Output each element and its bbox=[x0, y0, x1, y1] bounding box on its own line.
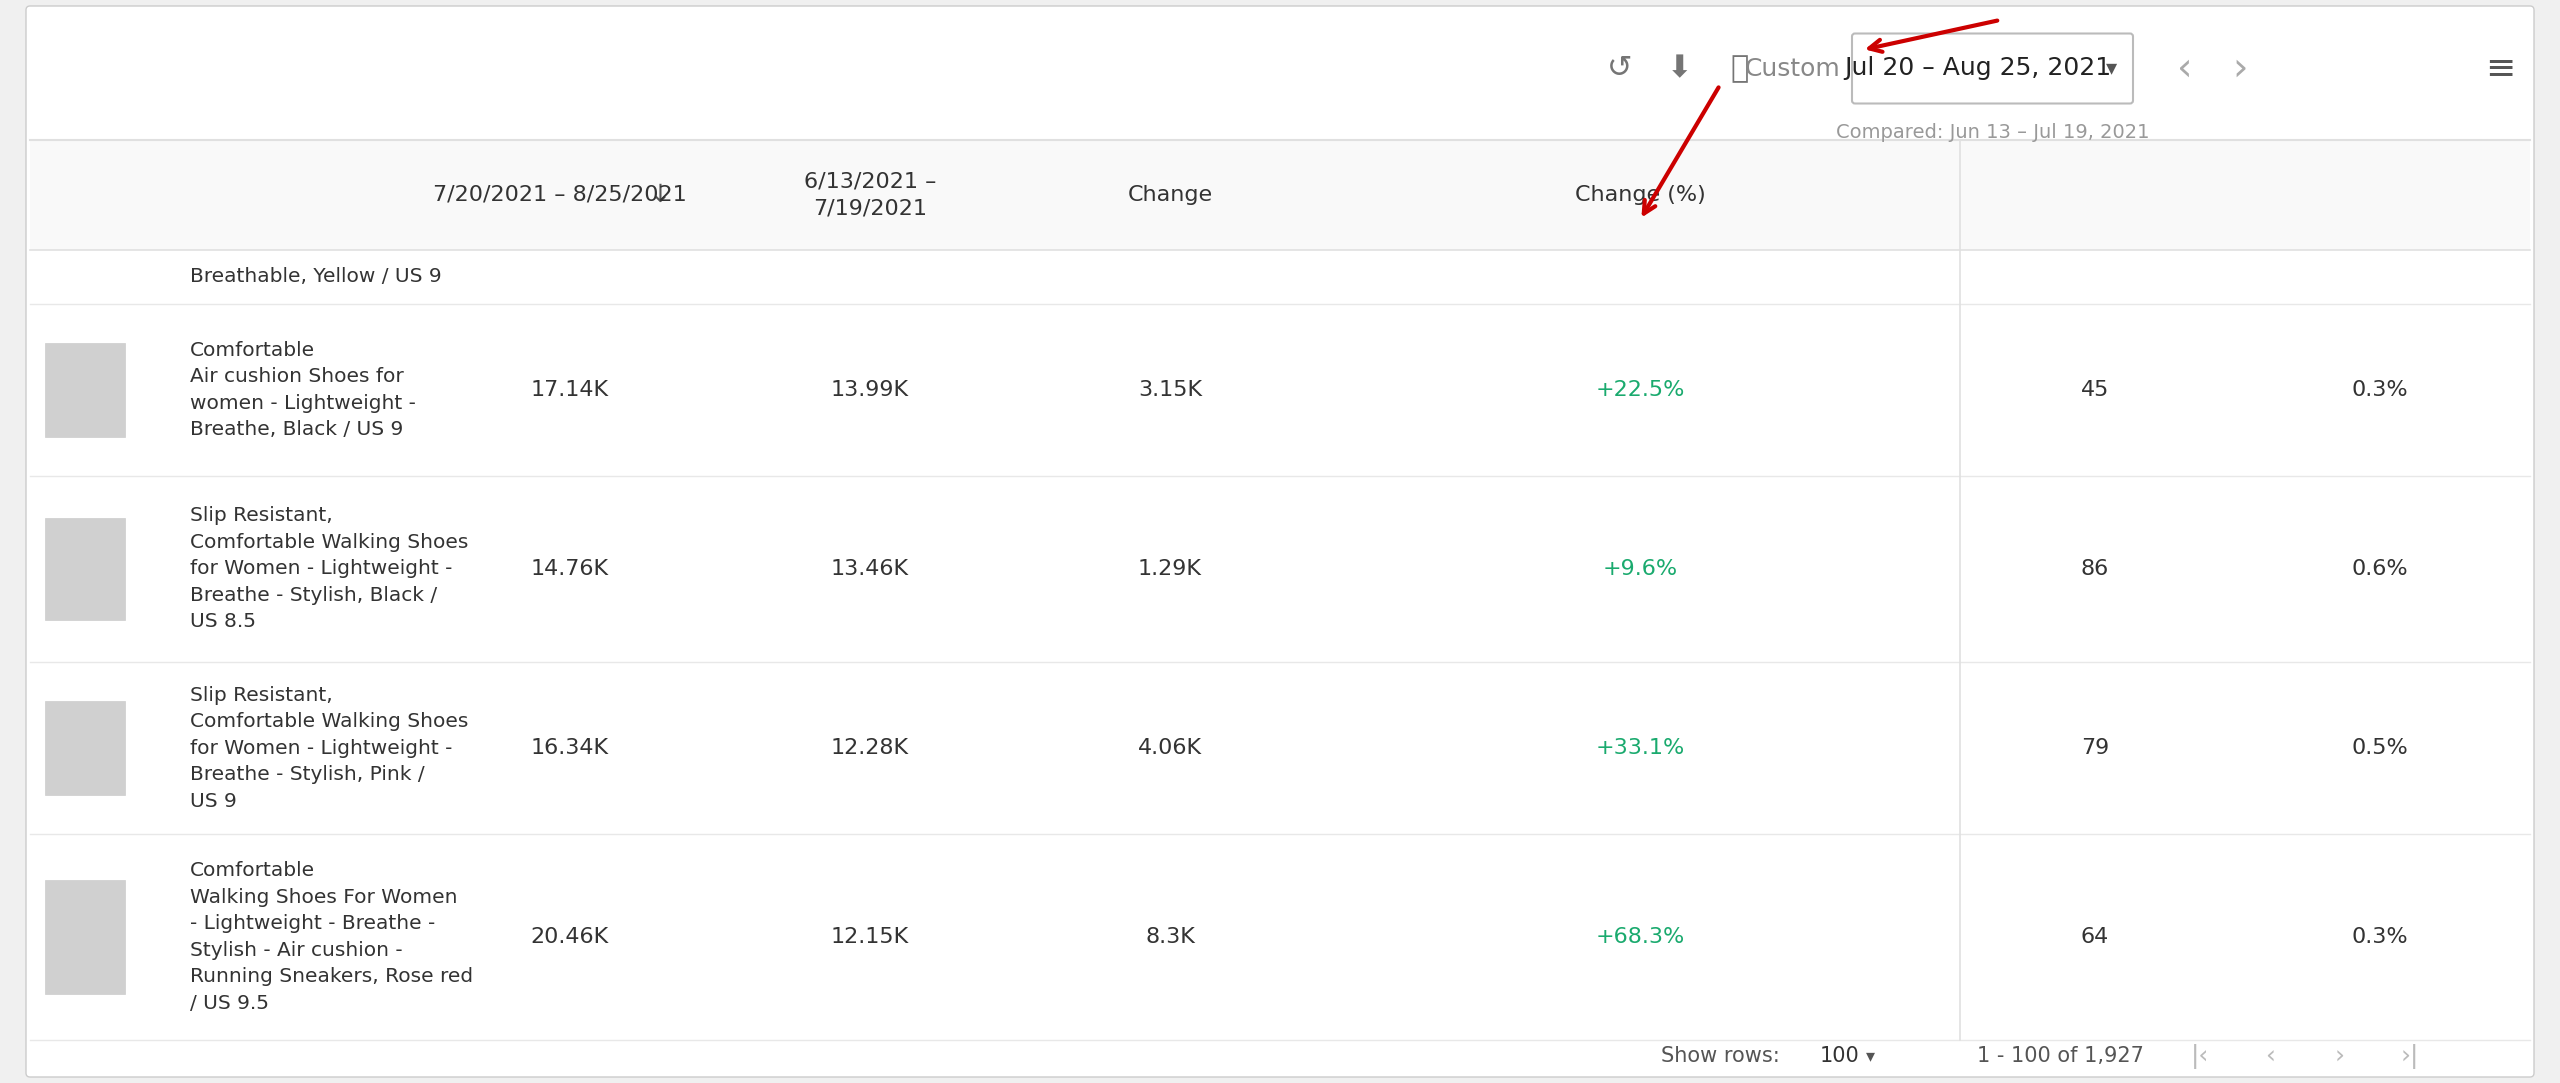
Text: 1.29K: 1.29K bbox=[1139, 559, 1203, 579]
Text: 12.15K: 12.15K bbox=[832, 927, 909, 947]
Text: Change: Change bbox=[1126, 185, 1213, 205]
Text: ↺: ↺ bbox=[1608, 54, 1633, 83]
Text: ↓: ↓ bbox=[650, 183, 671, 207]
Text: 86: 86 bbox=[2081, 559, 2109, 579]
Text: ⏱: ⏱ bbox=[1731, 54, 1748, 83]
Text: ⬇: ⬇ bbox=[1667, 54, 1692, 83]
Text: Comfortable
Air cushion Shoes for
women - Lightweight -
Breathe, Black / US 9: Comfortable Air cushion Shoes for women … bbox=[189, 340, 415, 439]
Text: 8.3K: 8.3K bbox=[1144, 927, 1196, 947]
Text: 1 - 100 of 1,927: 1 - 100 of 1,927 bbox=[1976, 1046, 2143, 1067]
Text: 6/13/2021 –
7/19/2021: 6/13/2021 – 7/19/2021 bbox=[804, 172, 937, 218]
Text: Change (%): Change (%) bbox=[1574, 185, 1705, 205]
Text: |‹: |‹ bbox=[2191, 1044, 2209, 1069]
Text: ›|: ›| bbox=[2401, 1044, 2419, 1069]
Text: +68.3%: +68.3% bbox=[1595, 927, 1684, 947]
Text: 13.99K: 13.99K bbox=[832, 380, 909, 400]
Text: Custom: Custom bbox=[1743, 56, 1841, 80]
FancyBboxPatch shape bbox=[1851, 34, 2132, 104]
Text: 79: 79 bbox=[2081, 738, 2109, 758]
Text: +33.1%: +33.1% bbox=[1595, 738, 1684, 758]
Bar bbox=[46, 518, 125, 621]
Bar bbox=[46, 880, 125, 993]
Text: 12.28K: 12.28K bbox=[832, 738, 909, 758]
Text: 4.06K: 4.06K bbox=[1139, 738, 1203, 758]
Text: ‹: ‹ bbox=[2266, 1044, 2276, 1069]
Text: Slip Resistant,
Comfortable Walking Shoes
for Women - Lightweight -
Breathe - St: Slip Resistant, Comfortable Walking Shoe… bbox=[189, 686, 468, 810]
Text: 45: 45 bbox=[2081, 380, 2109, 400]
Bar bbox=[46, 342, 125, 438]
Text: 13.46K: 13.46K bbox=[832, 559, 909, 579]
Text: Comfortable
Walking Shoes For Women
- Lightweight - Breathe -
Stylish - Air cush: Comfortable Walking Shoes For Women - Li… bbox=[189, 861, 474, 1013]
Text: 14.76K: 14.76K bbox=[530, 559, 609, 579]
Text: Compared: Jun 13 – Jul 19, 2021: Compared: Jun 13 – Jul 19, 2021 bbox=[1836, 122, 2150, 142]
Text: 0.5%: 0.5% bbox=[2353, 738, 2409, 758]
Bar bbox=[31, 140, 2529, 250]
Text: Slip Resistant,
Comfortable Walking Shoes
for Women - Lightweight -
Breathe - St: Slip Resistant, Comfortable Walking Shoe… bbox=[189, 507, 468, 631]
Text: 100: 100 bbox=[1820, 1046, 1861, 1067]
Text: ›: › bbox=[2335, 1044, 2345, 1069]
Text: 17.14K: 17.14K bbox=[530, 380, 609, 400]
Text: 0.6%: 0.6% bbox=[2353, 559, 2409, 579]
Text: 0.3%: 0.3% bbox=[2353, 927, 2409, 947]
Text: ›: › bbox=[2232, 50, 2248, 88]
Text: ‹: ‹ bbox=[2176, 50, 2194, 88]
Text: +22.5%: +22.5% bbox=[1595, 380, 1684, 400]
Text: +9.6%: +9.6% bbox=[1603, 559, 1677, 579]
FancyBboxPatch shape bbox=[26, 6, 2534, 1077]
Text: 0.3%: 0.3% bbox=[2353, 380, 2409, 400]
Text: Jul 20 – Aug 25, 2021: Jul 20 – Aug 25, 2021 bbox=[1843, 56, 2112, 80]
Text: 64: 64 bbox=[2081, 927, 2109, 947]
Text: Show rows:: Show rows: bbox=[1661, 1046, 1779, 1067]
Text: 7/20/2021 – 8/25/2021: 7/20/2021 – 8/25/2021 bbox=[433, 185, 686, 205]
Text: ≡: ≡ bbox=[2486, 52, 2514, 86]
Bar bbox=[46, 701, 125, 795]
Text: ▾: ▾ bbox=[1866, 1047, 1874, 1066]
Text: ▾: ▾ bbox=[2107, 58, 2117, 78]
Text: 20.46K: 20.46K bbox=[530, 927, 609, 947]
Text: Breathable, Yellow / US 9: Breathable, Yellow / US 9 bbox=[189, 268, 443, 287]
Text: 16.34K: 16.34K bbox=[530, 738, 609, 758]
Text: 3.15K: 3.15K bbox=[1139, 380, 1203, 400]
